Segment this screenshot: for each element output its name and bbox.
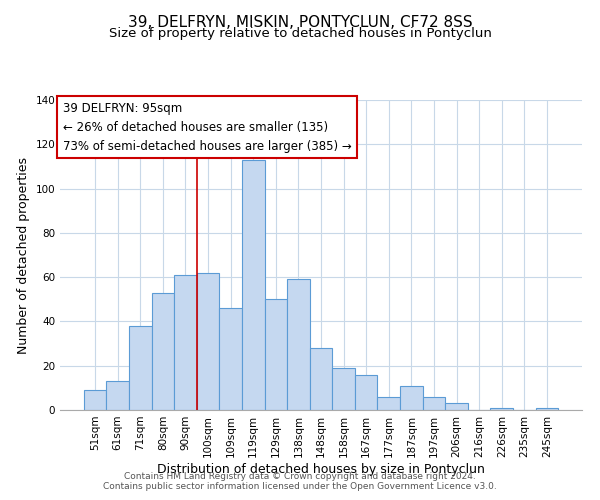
Bar <box>106 381 129 410</box>
Bar <box>287 280 310 410</box>
Bar <box>332 368 355 410</box>
Y-axis label: Number of detached properties: Number of detached properties <box>17 156 30 354</box>
Bar <box>197 272 220 410</box>
Text: Contains public sector information licensed under the Open Government Licence v3: Contains public sector information licen… <box>103 482 497 491</box>
Bar <box>445 404 468 410</box>
Bar <box>129 326 152 410</box>
Bar <box>400 386 422 410</box>
Bar <box>422 396 445 410</box>
Bar <box>174 275 197 410</box>
Bar <box>490 408 513 410</box>
X-axis label: Distribution of detached houses by size in Pontyclun: Distribution of detached houses by size … <box>157 462 485 475</box>
Bar <box>242 160 265 410</box>
Text: Size of property relative to detached houses in Pontyclun: Size of property relative to detached ho… <box>109 28 491 40</box>
Text: 39 DELFRYN: 95sqm
← 26% of detached houses are smaller (135)
73% of semi-detache: 39 DELFRYN: 95sqm ← 26% of detached hous… <box>62 102 352 152</box>
Bar <box>310 348 332 410</box>
Bar <box>84 390 106 410</box>
Bar <box>265 300 287 410</box>
Bar <box>355 374 377 410</box>
Text: 39, DELFRYN, MISKIN, PONTYCLUN, CF72 8SS: 39, DELFRYN, MISKIN, PONTYCLUN, CF72 8SS <box>128 15 472 30</box>
Bar <box>152 292 174 410</box>
Text: Contains HM Land Registry data © Crown copyright and database right 2024.: Contains HM Land Registry data © Crown c… <box>124 472 476 481</box>
Bar <box>536 408 558 410</box>
Bar <box>377 396 400 410</box>
Bar <box>220 308 242 410</box>
